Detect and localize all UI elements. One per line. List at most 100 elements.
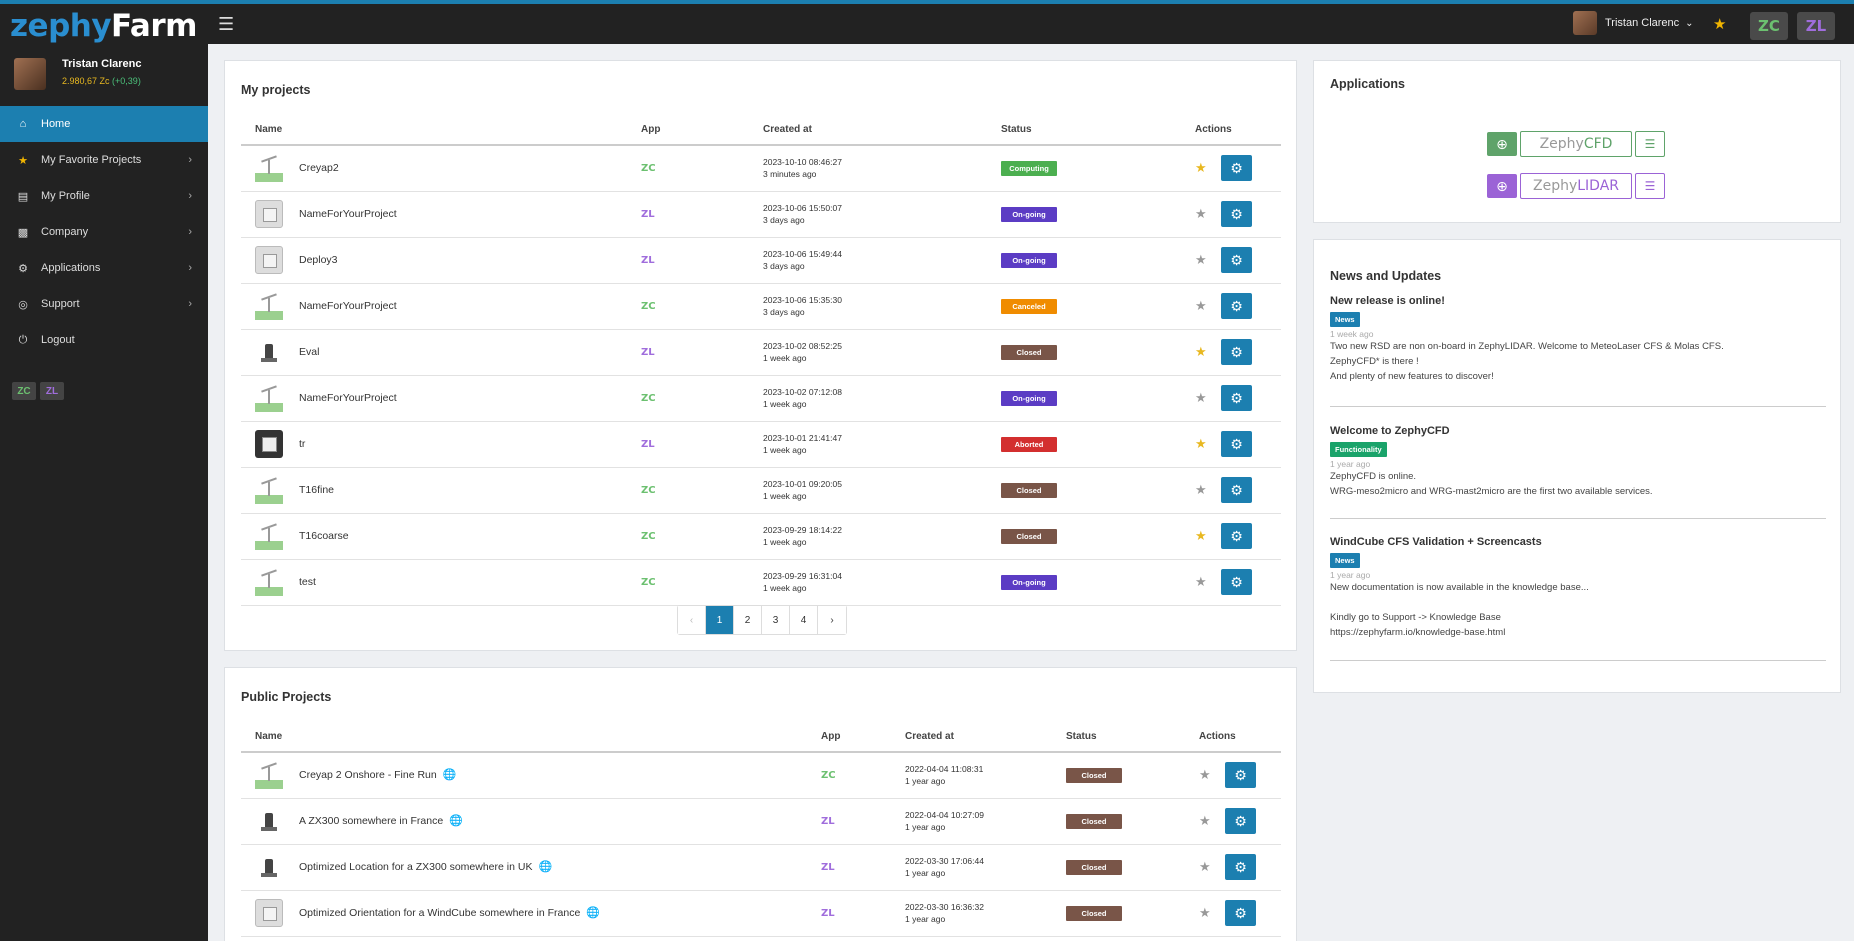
favorites-star-icon[interactable]: ★ <box>1713 16 1727 33</box>
news-line: New documentation is now available in th… <box>1330 582 1589 593</box>
table-row[interactable]: tr ZL 2023-10-01 21:41:47 1 week ago Aborted… <box>241 421 1281 468</box>
hamburger-icon[interactable]: ☰ <box>218 14 235 34</box>
settings-gear-button[interactable]: ⚙ <box>1221 201 1252 227</box>
favorite-star-icon[interactable]: ★ <box>1199 813 1211 828</box>
user-menu[interactable]: Tristan Clarenc ⌄ <box>1573 11 1694 35</box>
avatar <box>1573 11 1597 35</box>
favorite-star-icon[interactable]: ★ <box>1195 482 1207 497</box>
settings-gear-button[interactable]: ⚙ <box>1221 431 1252 457</box>
globe-icon: 🌐 <box>442 768 457 781</box>
favorite-star-icon[interactable]: ★ <box>1195 160 1207 176</box>
table-row[interactable]: Eval ZL 2023-10-02 08:52:25 1 week ago Close… <box>241 329 1281 376</box>
pagination-prev[interactable]: ‹ <box>678 606 706 634</box>
settings-gear-button[interactable]: ⚙ <box>1221 247 1252 273</box>
project-name[interactable]: Optimized Orientation for a WindCube som… <box>299 907 581 919</box>
list-icon[interactable]: ☰ <box>1635 173 1665 199</box>
project-name[interactable]: Eval <box>299 346 320 358</box>
news-link[interactable]: https://zephyfarm.io/knowledge-base.html <box>1330 627 1506 638</box>
table-row[interactable]: Optimized Orientation for a WindCube som… <box>241 890 1281 937</box>
news-item-title[interactable]: WindCube CFS Validation + Screencasts <box>1330 536 1542 548</box>
project-name[interactable]: Creyap 2 Onshore - Fine Run <box>299 769 437 782</box>
table-row[interactable]: A ZX300 somewhere in France 🌐 ZL 2022-04-04… <box>241 798 1281 845</box>
sidebar-item-company[interactable]: ▩ Company › <box>0 214 208 250</box>
favorite-star-icon[interactable]: ★ <box>1195 344 1207 359</box>
favorite-star-icon[interactable]: ★ <box>1195 252 1207 267</box>
favorite-star-icon[interactable]: ★ <box>1195 436 1207 451</box>
project-name[interactable]: NameForYourProject <box>299 208 397 220</box>
project-name[interactable]: test <box>299 576 316 588</box>
favorite-star-icon[interactable]: ★ <box>1195 574 1207 589</box>
project-name[interactable]: T16coarse <box>299 530 349 542</box>
news-item-title[interactable]: Welcome to ZephyCFD <box>1330 425 1450 437</box>
sidebar-item-applications[interactable]: ⚙ Applications › <box>0 250 208 286</box>
pagination-page-1[interactable]: 1 <box>706 606 734 634</box>
favorite-star-icon[interactable]: ★ <box>1195 298 1207 313</box>
favorite-star-icon[interactable]: ★ <box>1195 528 1207 543</box>
project-name[interactable]: NameForYourProject <box>299 300 397 312</box>
table-row[interactable]: NameForYourProject ZC 2023-10-06 15:35:30 3… <box>241 283 1281 330</box>
settings-gear-button[interactable]: ⚙ <box>1225 854 1256 880</box>
table-row[interactable]: NameForYourProject ZC 2023-10-02 07:12:08 1… <box>241 375 1281 422</box>
settings-gear-button[interactable]: ⚙ <box>1221 293 1252 319</box>
favorite-star-icon[interactable]: ★ <box>1199 905 1211 920</box>
table-row[interactable]: Creyap2 ZC 2023-10-10 08:46:27 3 minutes ag… <box>241 145 1281 192</box>
sidebar-item-favorite-projects[interactable]: ★ My Favorite Projects › <box>0 142 208 178</box>
favorite-star-icon[interactable]: ★ <box>1199 767 1211 783</box>
sidebar-item-home[interactable]: ⌂ Home <box>0 106 208 142</box>
project-name[interactable]: NameForYourProject <box>299 392 397 404</box>
table-row[interactable]: Creyap 2 Onshore - Fine Run 🌐 ZC 2022-04-04… <box>241 752 1281 799</box>
pagination-page-4[interactable]: 4 <box>790 606 818 634</box>
zephycfd-app-button[interactable]: ZC <box>1750 12 1788 40</box>
sidebar-item-profile[interactable]: ▤ My Profile › <box>0 178 208 214</box>
favorite-star-icon[interactable]: ★ <box>1199 859 1211 874</box>
cell-actions: ★ ⚙ <box>1181 329 1281 376</box>
project-name[interactable]: Optimized Location for a ZX300 somewhere… <box>299 861 533 873</box>
table-row[interactable]: Deploy3 ZL 2023-10-06 15:49:44 3 days ago On… <box>241 237 1281 284</box>
app-icon: ZL <box>641 208 655 220</box>
project-name[interactable]: tr <box>299 438 306 450</box>
sidebar-item-support[interactable]: ◎ Support › <box>0 286 208 322</box>
zephyfarm-logo[interactable]: zephyFarm <box>10 8 197 44</box>
table-row[interactable]: test ZC 2023-09-29 16:31:04 1 week ago On-go… <box>241 559 1281 606</box>
table-row[interactable]: Optimized Location for a ZX300 somewhere… <box>241 844 1281 891</box>
list-icon[interactable]: ☰ <box>1635 131 1665 157</box>
zephylidar-app-link[interactable]: Zephy LIDAR <box>1520 173 1632 199</box>
settings-gear-button[interactable]: ⚙ <box>1221 385 1252 411</box>
zephycfd-app-link[interactable]: Zephy CFD <box>1520 131 1632 157</box>
pagination: ‹ 1 2 3 4 › <box>677 605 847 635</box>
settings-gear-button[interactable]: ⚙ <box>1225 762 1256 789</box>
pagination-page-3[interactable]: 3 <box>762 606 790 634</box>
news-item-title[interactable]: New release is online! <box>1330 295 1445 307</box>
sidebar-zephylidar-button[interactable]: ZL <box>40 382 64 400</box>
settings-gear-button[interactable]: ⚙ <box>1221 523 1252 549</box>
status-badge: Closed <box>1001 344 1057 360</box>
project-thumbnail <box>255 568 283 596</box>
created-ago: 1 week ago <box>763 491 807 501</box>
project-name[interactable]: A ZX300 somewhere in France <box>299 815 444 827</box>
table-row[interactable]: T16fine ZC 2023-10-01 09:20:05 1 week ago Cl… <box>241 467 1281 514</box>
sidebar-item-logout[interactable]: ⏻ Logout <box>0 322 208 358</box>
table-row[interactable]: T16coarse ZC 2023-09-29 18:14:22 1 week ago… <box>241 513 1281 560</box>
favorite-star-icon[interactable]: ★ <box>1195 206 1207 221</box>
zephylidar-app-button[interactable]: ZL <box>1797 12 1835 40</box>
pagination-page-2[interactable]: 2 <box>734 606 762 634</box>
table-row[interactable]: NameForYourProject ZL 2023-10-06 15:50:07 3… <box>241 191 1281 238</box>
project-name[interactable]: T16fine <box>299 484 335 496</box>
create-cfd-project-button[interactable]: ⊕ <box>1487 132 1517 156</box>
settings-gear-button[interactable]: ⚙ <box>1221 477 1252 503</box>
settings-gear-button[interactable]: ⚙ <box>1221 155 1252 182</box>
sidebar-zephycfd-button[interactable]: ZC <box>12 382 36 400</box>
project-name[interactable]: Deploy3 <box>299 254 338 266</box>
cell-actions: ★ ⚙ <box>1181 283 1281 330</box>
project-name[interactable]: Creyap2 <box>299 162 339 175</box>
pagination-next[interactable]: › <box>818 606 846 634</box>
settings-gear-button[interactable]: ⚙ <box>1225 808 1256 834</box>
settings-gear-button[interactable]: ⚙ <box>1221 569 1252 595</box>
create-lidar-project-button[interactable]: ⊕ <box>1487 174 1517 198</box>
settings-gear-button[interactable]: ⚙ <box>1221 339 1252 365</box>
favorite-star-icon[interactable]: ★ <box>1195 390 1207 405</box>
news-item: WindCube CFS Validation + Screencasts Ne… <box>1330 536 1826 640</box>
public-projects-panel: Public Projects Name App Created at Stat… <box>224 667 1297 941</box>
created-date: 2022-03-30 16:36:32 <box>905 902 984 912</box>
settings-gear-button[interactable]: ⚙ <box>1225 900 1256 926</box>
